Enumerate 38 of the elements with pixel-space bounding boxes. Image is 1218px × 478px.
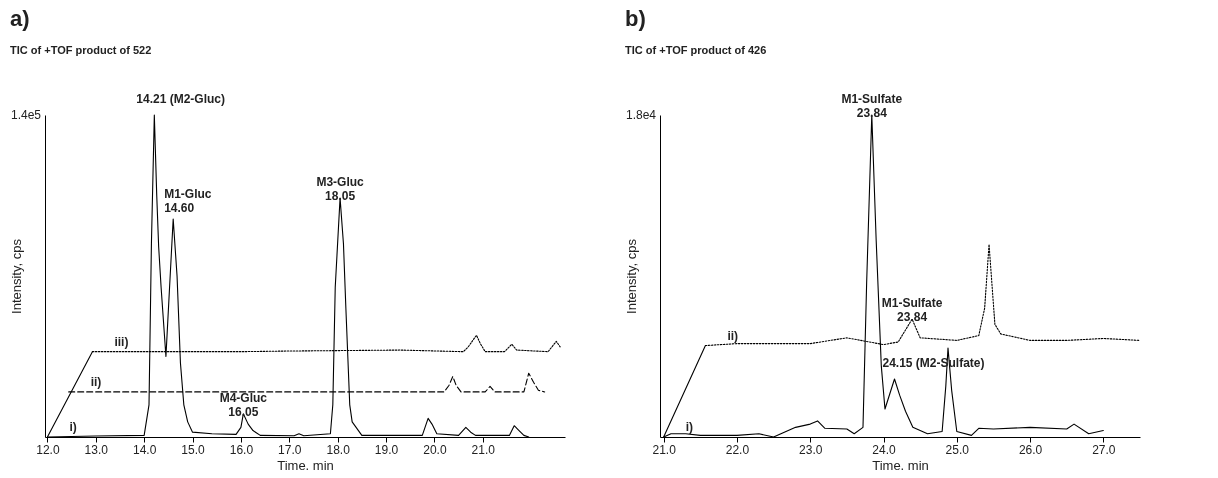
annotation: M1-Sulfate 23.84 [841,92,903,120]
series-label: i) [69,420,77,434]
annotation: M3-Gluc 18.05 [316,175,365,204]
x-tick-label: 13.0 [84,442,109,457]
x-tick-label: 16.0 [229,442,254,457]
x-tick-label: 25.0 [945,442,970,457]
x-tick-label: 22.0 [725,442,750,457]
series-label: ii) [90,374,102,389]
text: 1.4e5 [10,108,42,122]
x-axis-title: Time. min [872,457,929,473]
text: 1.8e4 [625,108,657,122]
x-axis-title: Time. min [277,457,334,473]
chart-title: a) [10,6,30,31]
x-tick-label: 15.0 [181,442,206,457]
chart-subtitle: TIC of +TOF product of 522 [10,44,152,56]
x-tick-label: 17.0 [278,442,302,457]
y-axis-title: Intensity, cps [8,238,24,314]
x-tick-label: 21.0 [652,442,677,457]
annotation: M1-Sulfate 23.84 [881,296,943,325]
annotation: M4-Gluc 16.05 [219,390,268,419]
chart-subtitle: TIC of +TOF product of 426 [625,44,767,56]
chart-title: b) [625,6,646,31]
x-tick-label: 26.0 [1018,442,1043,457]
series-label: i) [685,420,694,434]
x-tick-label: 21.0 [471,442,496,457]
x-tick-label: 23.0 [799,442,823,457]
series-label: iii) [114,334,129,349]
x-tick-label: 12.0 [36,442,60,457]
x-tick-label: 18.0 [326,442,351,457]
annotation: M1-Gluc 14.60 [164,187,212,216]
series-label: ii) [727,328,739,343]
y-axis-title: Intensity, cps [623,238,639,314]
x-tick-label: 19.0 [374,442,399,457]
x-tick-label: 27.0 [1092,442,1116,457]
annotation: 14.21 (M2-Gluc) [136,92,226,106]
x-tick-label: 20.0 [423,442,447,457]
x-tick-label: 24.0 [872,442,897,457]
x-tick-label: 14.0 [132,442,157,457]
